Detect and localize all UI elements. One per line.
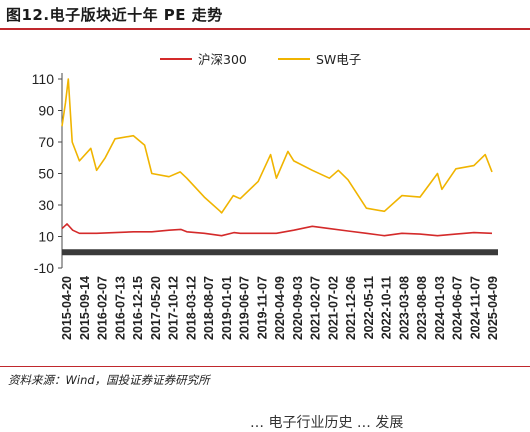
x-tick-label: 2024-06-07 xyxy=(451,276,465,340)
zero-line xyxy=(62,249,498,256)
x-tick-label: 2024-11-07 xyxy=(468,276,482,339)
x-tick-label: 2015-04-20 xyxy=(60,276,74,340)
x-tick-label: 2021-02-07 xyxy=(309,276,323,340)
x-tick-label: 2020-09-03 xyxy=(291,276,305,340)
y-axis: -10 10 30 50 70 90 110 xyxy=(32,71,63,276)
y-tick-label: 50 xyxy=(38,166,54,182)
title-divider xyxy=(0,28,530,30)
legend: 沪深300 SW电子 xyxy=(160,52,361,67)
x-tick-label: 2019-01-01 xyxy=(220,276,234,340)
x-tick-label: 2023-03-08 xyxy=(397,276,411,340)
x-tick-label: 2016-07-13 xyxy=(113,276,127,340)
x-axis: 2015-04-20 2015-09-14 2016-02-07 2016-07-13… xyxy=(60,276,500,340)
legend-label-sw-electronics: SW电子 xyxy=(316,52,361,67)
series-line-sw-electronics xyxy=(61,78,493,214)
y-tick-label: 110 xyxy=(32,71,55,87)
x-tick-label: 2016-02-07 xyxy=(96,276,110,340)
x-tick-label: 2023-08-08 xyxy=(415,276,429,340)
y-tick-label: -10 xyxy=(34,260,54,276)
x-tick-label: 2022-10-11 xyxy=(380,276,394,339)
x-tick-label: 2024-01-03 xyxy=(433,276,447,340)
y-tick-label: 70 xyxy=(38,134,54,150)
series-line-csi300 xyxy=(61,223,493,237)
x-tick-label: 2021-07-02 xyxy=(326,276,340,340)
source-note: 资料来源：Wind，国投证券证券研究所 xyxy=(8,373,210,387)
x-tick-label: 2019-11-07 xyxy=(255,276,269,339)
y-tick-label: 10 xyxy=(38,229,54,245)
legend-label-csi300: 沪深300 xyxy=(198,52,247,67)
x-tick-label: 2021-12-06 xyxy=(344,276,358,340)
y-tick-label: 30 xyxy=(38,197,54,213)
footer-divider xyxy=(0,366,530,367)
x-tick-label: 2022-05-11 xyxy=(362,276,376,339)
x-tick-label: 2018-03-12 xyxy=(184,276,198,340)
x-tick-label: 2018-08-07 xyxy=(202,276,216,340)
x-tick-label: 2015-09-14 xyxy=(78,276,92,340)
x-tick-label: 2019-06-07 xyxy=(238,276,252,340)
y-tick-label: 90 xyxy=(38,103,54,119)
x-tick-label: 2016-12-15 xyxy=(131,276,145,340)
series-lines xyxy=(61,78,493,237)
zero-baseline xyxy=(62,249,498,256)
x-tick-label: 2020-04-09 xyxy=(273,276,287,340)
x-tick-label: 2017-05-20 xyxy=(149,276,163,340)
x-tick-label: 2025-04-09 xyxy=(486,276,500,340)
x-tick-label: 2017-10-12 xyxy=(167,276,181,340)
clipped-caption: … 电子行业历史 … 发展 xyxy=(250,415,404,431)
chart-title: 图12.电子版块近十年 PE 走势 xyxy=(6,6,223,24)
